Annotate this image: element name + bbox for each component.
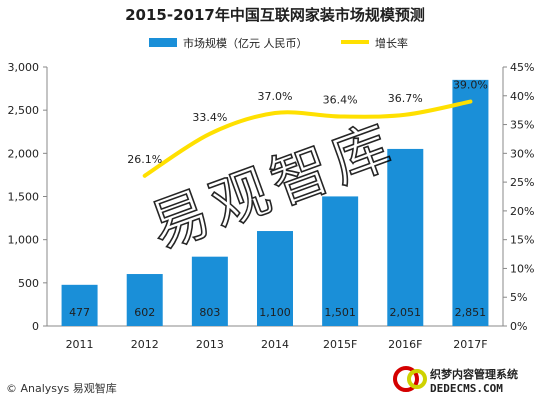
- bar: [452, 79, 489, 326]
- growth-rate-label: 26.1%: [127, 153, 162, 166]
- x-tick-label: 2012: [131, 338, 159, 351]
- growth-rate-label: 36.7%: [388, 92, 423, 105]
- legend-line-label: 增长率: [375, 36, 408, 50]
- growth-rate-line: [142, 99, 473, 178]
- x-tick-label: 2017F: [453, 338, 487, 351]
- x-tick-label: 2011: [66, 338, 94, 351]
- left-tick-label: 1,500: [8, 191, 40, 204]
- bars: [61, 79, 489, 326]
- right-tick-label: 0%: [510, 320, 527, 333]
- legend-bar-label: 市场规模（亿元 人民币）: [183, 36, 308, 50]
- bar: [257, 231, 293, 326]
- right-tick-label: 10%: [510, 262, 534, 275]
- right-tick-label: 25%: [510, 176, 534, 189]
- bar-value-label: 1,100: [259, 306, 291, 319]
- right-tick-label: 30%: [510, 147, 534, 160]
- axes: 0 500 1,000 1,500 2,000 2,500 3,000 0% 5% 10% 15% 2…: [8, 61, 535, 351]
- growth-rate-label: 39.0%: [453, 79, 488, 92]
- bar: [322, 196, 359, 326]
- bar-value-label: 477: [69, 306, 90, 319]
- bar: [387, 148, 424, 326]
- growth-line-group: [142, 99, 473, 178]
- bar-value-label: 803: [199, 306, 220, 319]
- right-tick-label: 5%: [510, 291, 527, 304]
- footer-credit: © Analysys 易观智库: [6, 382, 117, 395]
- left-tick-label: 2,500: [8, 104, 40, 117]
- bar-value-label: 1,501: [324, 306, 356, 319]
- legend: 市场规模（亿元 人民币） 增长率: [149, 36, 408, 50]
- bar-labels: 477 602 803 1,100 1,501 2,051 2,851: [69, 306, 486, 319]
- bar: [191, 256, 228, 326]
- line-labels: 26.1% 33.4% 37.0% 36.4% 36.7% 39.0%: [127, 79, 488, 166]
- x-tick-label: 2013: [196, 338, 224, 351]
- site-watermark-title: 织梦内容管理系统: [430, 368, 518, 381]
- left-tick-label: 3,000: [8, 61, 40, 74]
- right-tick-label: 35%: [510, 119, 534, 132]
- right-tick-label: 40%: [510, 90, 534, 103]
- dede-logo-icon: [393, 366, 427, 392]
- bar: [61, 284, 98, 326]
- right-tick-label: 15%: [510, 234, 534, 247]
- growth-rate-label: 33.4%: [192, 111, 227, 124]
- bar-value-label: 2,851: [455, 306, 487, 319]
- site-watermark-url: DEDECMS.COM: [430, 382, 503, 395]
- left-tick-label: 1,000: [8, 234, 40, 247]
- bar: [126, 274, 163, 326]
- left-tick-label: 500: [18, 277, 39, 290]
- right-tick-label: 45%: [510, 61, 534, 74]
- bar-value-label: 2,051: [390, 306, 422, 319]
- bar-value-label: 602: [134, 306, 155, 319]
- growth-rate-label: 37.0%: [258, 90, 293, 103]
- x-tick-label: 2014: [261, 338, 289, 351]
- left-tick-label: 0: [32, 320, 39, 333]
- left-tick-label: 2,000: [8, 147, 40, 160]
- x-tick-label: 2016F: [388, 338, 422, 351]
- legend-bar-swatch: [149, 38, 177, 47]
- x-tick-label: 2015F: [323, 338, 357, 351]
- chart-title: 2015-2017年中国互联网家装市场规模预测: [125, 6, 425, 24]
- right-tick-label: 20%: [510, 205, 534, 218]
- growth-rate-label: 36.4%: [323, 93, 358, 106]
